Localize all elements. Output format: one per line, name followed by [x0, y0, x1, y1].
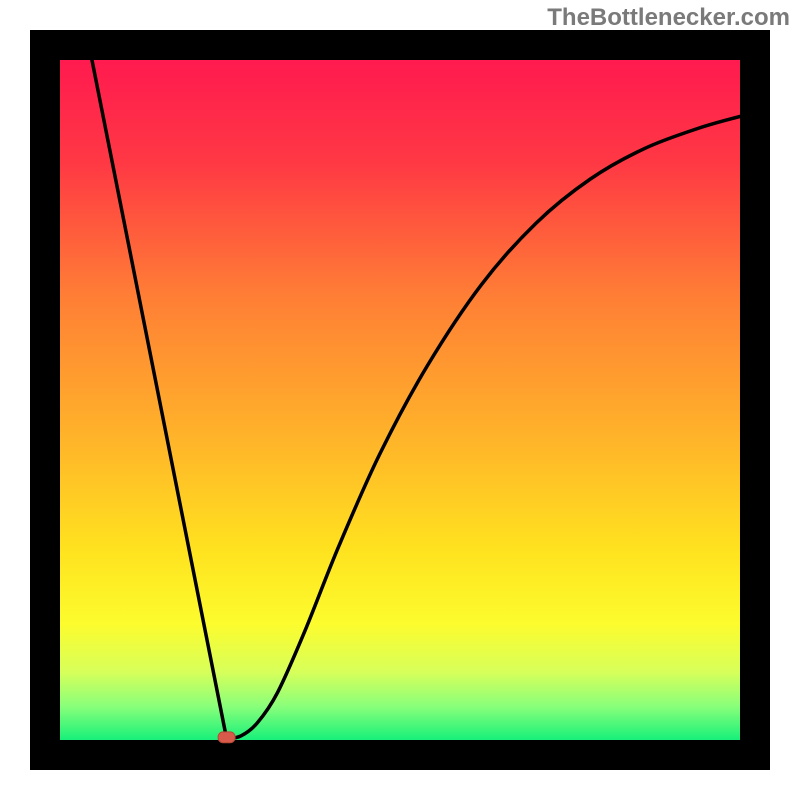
chart-container: TheBottlenecker.com — [0, 0, 800, 800]
plot-border — [30, 30, 770, 770]
watermark-text: TheBottlenecker.com — [547, 4, 790, 32]
